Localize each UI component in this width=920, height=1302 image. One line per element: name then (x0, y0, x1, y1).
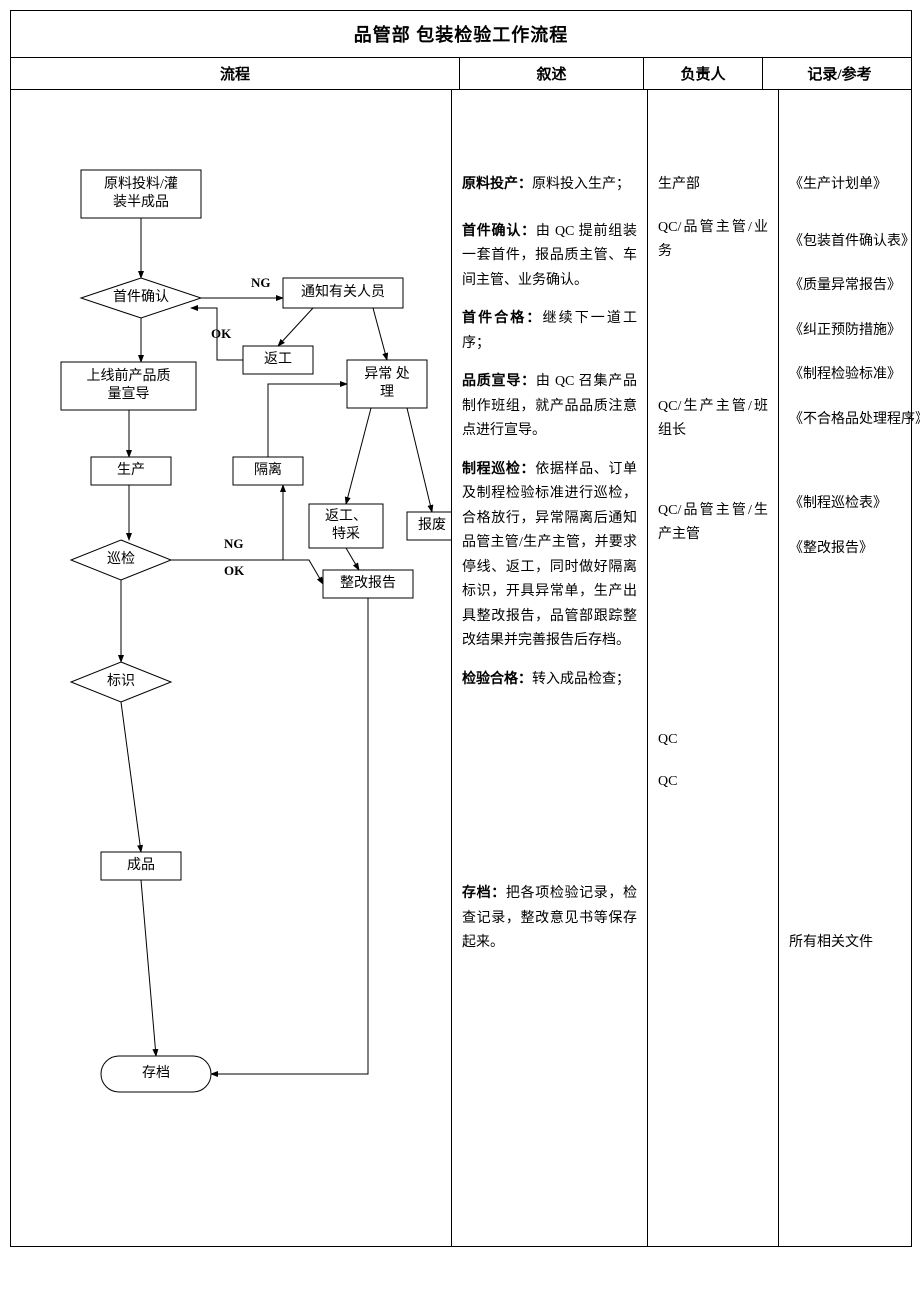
flow-edge (141, 880, 156, 1056)
flowchart-svg: NG OK NG OK 原料投料/灌装半成品首件确认 通知有关人员上线前产品质量宣导 返工异… (11, 90, 451, 1230)
desc-head: 制程巡检： (462, 462, 535, 477)
col-header-ref: 记录/参考 (763, 58, 916, 89)
node-label: 异常 处 (364, 366, 410, 382)
text-entry: QC (658, 728, 768, 753)
page-title: 品管部 包装检验工作流程 (11, 11, 911, 58)
col-header-owner: 负责人 (644, 58, 763, 89)
desc-column: 原料投产：原料投入生产； 首件确认：由 QC 提前组装一套首件，报品质主管、车间主… (452, 90, 648, 1246)
text-entry: 《制程检验标准》 (789, 363, 920, 388)
node-label: 报废 (418, 517, 446, 533)
text-entry: 所有相关文件 (789, 931, 920, 956)
edge-label: NG (251, 275, 271, 290)
node-label: 整改报告 (340, 575, 396, 591)
flow-edge (346, 548, 359, 570)
col-header-desc: 叙述 (460, 58, 644, 89)
node-label: 返工、 (325, 508, 367, 524)
owner-column: 生产部 QC/品管主管/业务 QC/生产主管/班组长 QC/品管主管/生产主管 QC QC (648, 90, 779, 1246)
text-entry: 《整改报告》 (789, 537, 920, 562)
document-frame: 品管部 包装检验工作流程 流程 叙述 负责人 记录/参考 NG OK NG OK 原料投… (10, 10, 912, 1247)
node-label: 巡检 (107, 551, 135, 567)
desc-head: 检验合格： (462, 672, 532, 687)
col-header-flow: 流程 (11, 58, 460, 89)
desc-head: 品质宣导： (462, 374, 536, 389)
desc-entry: 首件确认：由 QC 提前组装一套首件，报品质主管、车间主管、业务确认。 (462, 220, 637, 294)
flow-edge (121, 702, 141, 852)
desc-head: 首件合格： (462, 311, 543, 326)
desc-body: 依据样品、订单及制程检验标准进行巡检，合格放行，异常隔离后通知品管主管/生产主管… (462, 462, 637, 649)
text-entry: 生产部 (658, 173, 768, 198)
flow-edge (346, 408, 371, 504)
node-label: 上线前产品质 (87, 367, 171, 384)
text-entry: QC/生产主管/班组长 (658, 395, 768, 444)
desc-body: 转入成品检查； (532, 672, 630, 687)
node-label: 通知有关人员 (301, 283, 385, 300)
edge-label: NG (224, 536, 244, 551)
text-entry: 《纠正预防措施》 (789, 319, 920, 344)
text-entry: 《制程巡检表》 (789, 492, 920, 517)
edge-label: OK (224, 563, 245, 578)
node-label: 存档 (142, 1065, 170, 1081)
desc-entry: 制程巡检：依据样品、订单及制程检验标准进行巡检，合格放行，异常隔离后通知品管主管… (462, 458, 637, 654)
flow-edge (283, 560, 323, 584)
node-label: 首件确认 (113, 289, 169, 305)
desc-entry: 首件合格：继续下一道工序； (462, 307, 637, 356)
text-entry: QC/品管主管/生产主管 (658, 499, 768, 548)
flowchart-cell: NG OK NG OK 原料投料/灌装半成品首件确认 通知有关人员上线前产品质量宣导 返工异… (11, 90, 452, 1246)
flow-edge (191, 308, 243, 360)
node-label: 生产 (117, 462, 145, 478)
node-label: 隔离 (254, 461, 282, 478)
text-entry: QC (658, 770, 768, 795)
flow-edge (373, 308, 387, 360)
text-entry: 《不合格品处理程序》 (789, 408, 920, 433)
desc-entry: 原料投产：原料投入生产； (462, 173, 637, 198)
flow-edge (278, 308, 313, 346)
desc-head: 存档： (462, 886, 506, 901)
node-label: 原料投料/灌 (104, 176, 178, 192)
desc-entry: 检验合格：转入成品检查； (462, 668, 637, 693)
text-entry: 《质量异常报告》 (789, 274, 920, 299)
edge-label: OK (211, 326, 232, 341)
node-label: 标识 (107, 673, 135, 689)
text-entry: QC/品管主管/业务 (658, 216, 768, 265)
flow-edge (407, 408, 432, 512)
desc-head: 首件确认： (462, 224, 536, 239)
text-entry: 《生产计划单》 (789, 173, 920, 198)
desc-head: 原料投产： (462, 177, 532, 192)
node-label: 装半成品 (113, 194, 169, 210)
text-entry: 《包装首件确认表》 (789, 230, 920, 255)
node-label: 理 (380, 385, 394, 400)
ref-column: 《生产计划单》《包装首件确认表》《质量异常报告》《纠正预防措施》《制程检验标准》… (779, 90, 920, 1246)
body-row: NG OK NG OK 原料投料/灌装半成品首件确认 通知有关人员上线前产品质量宣导 返工异… (11, 90, 911, 1246)
flow-edge (211, 598, 368, 1074)
node-label: 量宣导 (108, 386, 150, 402)
desc-body: 原料投入生产； (532, 177, 630, 192)
desc-entry: 存档：把各项检验记录，检查记录，整改意见书等保存起来。 (462, 882, 637, 956)
desc-entry: 品质宣导：由 QC 召集产品制作班组，就产品品质注意点进行宣导。 (462, 370, 637, 444)
node-label: 成品 (127, 857, 155, 873)
node-label: 返工 (264, 351, 292, 367)
node-label: 特采 (332, 526, 360, 542)
flow-edge (268, 384, 347, 457)
column-headers: 流程 叙述 负责人 记录/参考 (11, 58, 911, 90)
